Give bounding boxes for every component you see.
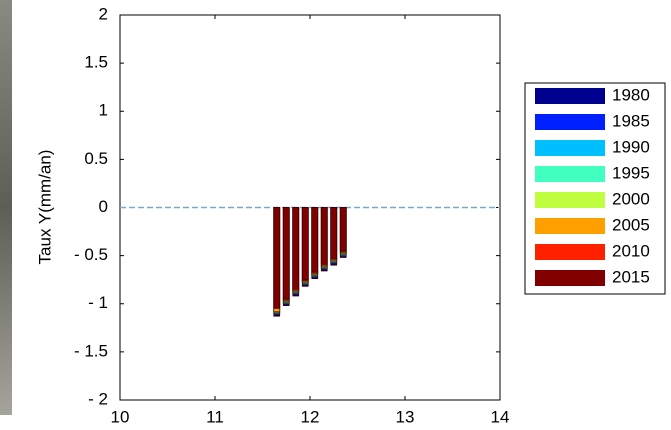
y-tick-label: - 1: [88, 293, 108, 312]
legend-label: 1985: [612, 111, 650, 130]
y-tick-label: 2: [99, 4, 108, 23]
legend-label: 2005: [612, 215, 650, 234]
legend-label: 2000: [612, 189, 650, 208]
legend-swatch: [535, 192, 605, 208]
y-tick-label: 1: [99, 101, 108, 120]
legend-swatch: [535, 166, 605, 182]
legend-swatch: [535, 88, 605, 104]
background-photo-strip: [0, 0, 12, 415]
legend-swatch: [535, 140, 605, 156]
legend-swatch: [535, 270, 605, 286]
bar: [273, 207, 281, 308]
y-tick-label: - 0.5: [74, 245, 108, 264]
x-tick-label: 12: [301, 407, 320, 426]
bar: [292, 207, 300, 290]
legend-swatch: [535, 244, 605, 260]
bar: [339, 207, 347, 252]
bar: [301, 207, 309, 280]
y-tick-label: - 1.5: [74, 341, 108, 360]
legend-swatch: [535, 218, 605, 234]
bar: [311, 207, 319, 273]
y-tick-label: 1.5: [84, 53, 108, 72]
legend-swatch: [535, 114, 605, 130]
y-tick-label: 0.5: [84, 149, 108, 168]
x-tick-label: 13: [396, 407, 415, 426]
x-tick-label: 14: [491, 407, 510, 426]
legend-label: 1995: [612, 163, 650, 182]
legend-label: 2010: [612, 241, 650, 260]
legend-label: 1980: [612, 85, 650, 104]
bar: [282, 207, 290, 300]
y-tick-label: 0: [99, 197, 108, 216]
x-tick-label: 11: [206, 407, 224, 426]
y-axis-label: Taux Y(mm/an): [35, 150, 54, 265]
legend-label: 1990: [612, 137, 650, 156]
bar: [320, 207, 328, 265]
y-tick-label: - 2: [88, 389, 108, 408]
legend-label: 2015: [612, 267, 650, 286]
x-tick-label: 10: [111, 407, 130, 426]
bar: [330, 207, 338, 259]
